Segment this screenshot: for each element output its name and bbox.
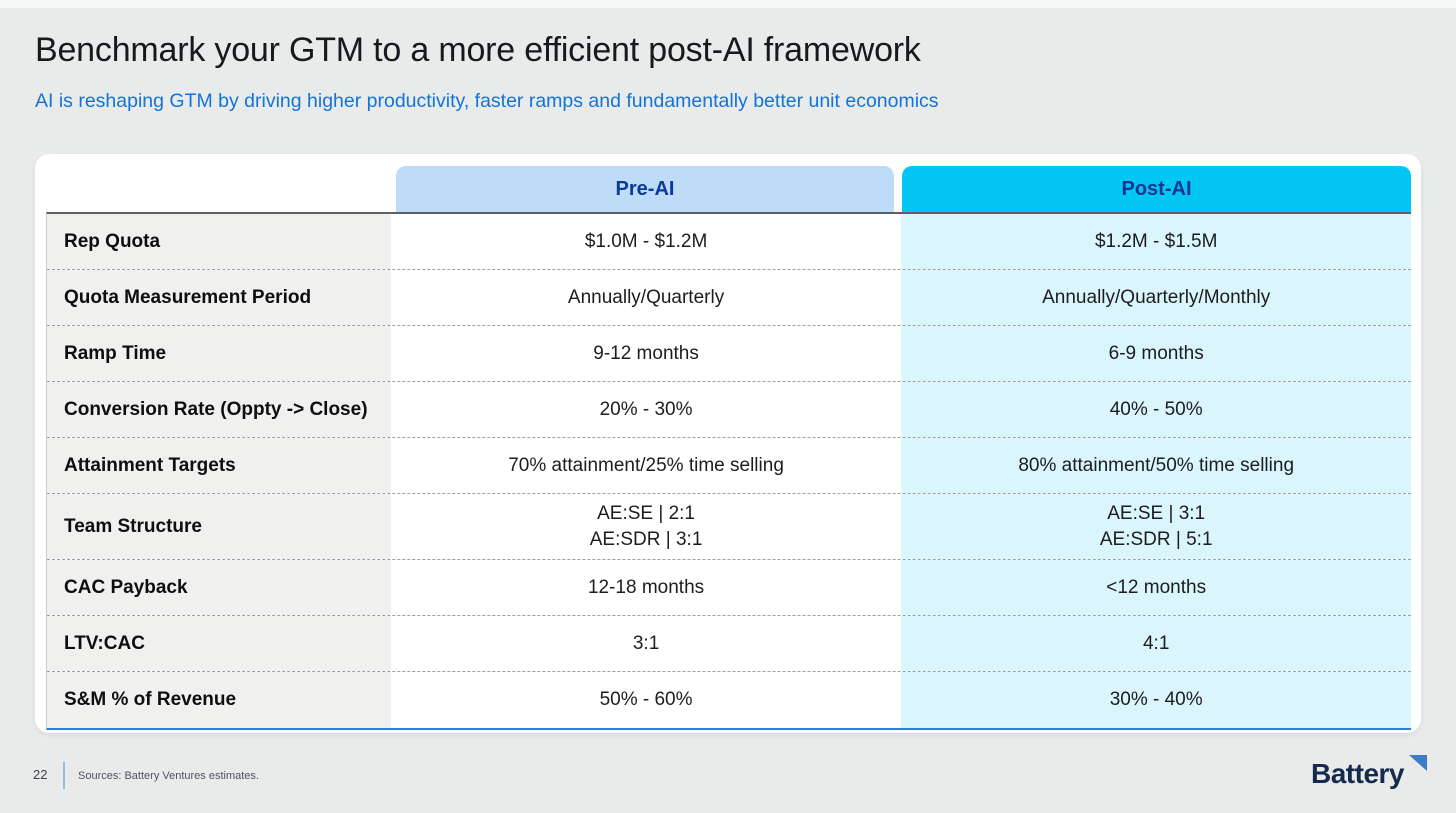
row-label: Quota Measurement Period: [47, 270, 391, 325]
page-number: 22: [33, 767, 48, 782]
row-label: CAC Payback: [47, 560, 391, 615]
top-edge-strip: [0, 0, 1456, 8]
pre-ai-value: 50% - 60%: [390, 672, 902, 728]
battery-logo-text: Battery: [1311, 758, 1404, 789]
row-label: LTV:CAC: [47, 616, 391, 671]
pre-ai-value: AE:SE | 2:1 AE:SDR | 3:1: [390, 494, 902, 559]
pre-ai-value: 70% attainment/25% time selling: [390, 438, 902, 493]
post-ai-value: 30% - 40%: [901, 672, 1411, 728]
post-ai-value: <12 months: [901, 560, 1411, 615]
footer-divider: [63, 762, 65, 789]
column-header-pre-ai: Pre-AI: [396, 166, 894, 212]
row-label: Attainment Targets: [47, 438, 391, 493]
row-label: S&M % of Revenue: [47, 672, 391, 728]
table-row: Team Structure AE:SE | 2:1 AE:SDR | 3:1 …: [47, 494, 1411, 560]
pre-ai-value: 3:1: [390, 616, 902, 671]
pre-ai-value: 20% - 30%: [390, 382, 902, 437]
row-label: Team Structure: [47, 494, 391, 559]
post-ai-value: 40% - 50%: [901, 382, 1411, 437]
post-ai-value: $1.2M - $1.5M: [901, 214, 1411, 269]
post-ai-value: 4:1: [901, 616, 1411, 671]
table-row: Conversion Rate (Oppty -> Close) 20% - 3…: [47, 382, 1411, 438]
benchmark-table-card: Pre-AI Post-AI Rep Quota $1.0M - $1.2M $…: [35, 154, 1421, 733]
battery-logo: Battery: [1311, 755, 1433, 795]
row-label: Conversion Rate (Oppty -> Close): [47, 382, 391, 437]
table-row: LTV:CAC 3:1 4:1: [47, 616, 1411, 672]
pre-ai-value: Annually/Quarterly: [390, 270, 902, 325]
page-title: Benchmark your GTM to a more efficient p…: [35, 31, 921, 69]
post-ai-value: 80% attainment/50% time selling: [901, 438, 1411, 493]
page-subtitle: AI is reshaping GTM by driving higher pr…: [35, 90, 939, 112]
column-header-post-ai: Post-AI: [902, 166, 1411, 212]
row-label: Rep Quota: [47, 214, 391, 269]
post-ai-value: 6-9 months: [901, 326, 1411, 381]
table-row: S&M % of Revenue 50% - 60% 30% - 40%: [47, 672, 1411, 728]
pre-ai-value: 9-12 months: [390, 326, 902, 381]
battery-logo-triangle-icon: [1409, 755, 1427, 771]
pre-ai-value: 12-18 months: [390, 560, 902, 615]
sources-note: Sources: Battery Ventures estimates.: [78, 770, 259, 782]
table-row: Quota Measurement Period Annually/Quarte…: [47, 270, 1411, 326]
post-ai-value: Annually/Quarterly/Monthly: [901, 270, 1411, 325]
table-row: Ramp Time 9-12 months 6-9 months: [47, 326, 1411, 382]
benchmark-table: Rep Quota $1.0M - $1.2M $1.2M - $1.5M Qu…: [46, 212, 1411, 730]
pre-ai-value: $1.0M - $1.2M: [390, 214, 902, 269]
post-ai-value: AE:SE | 3:1 AE:SDR | 5:1: [901, 494, 1411, 559]
table-row: Rep Quota $1.0M - $1.2M $1.2M - $1.5M: [47, 214, 1411, 270]
table-row: Attainment Targets 70% attainment/25% ti…: [47, 438, 1411, 494]
row-label: Ramp Time: [47, 326, 391, 381]
table-row: CAC Payback 12-18 months <12 months: [47, 560, 1411, 616]
